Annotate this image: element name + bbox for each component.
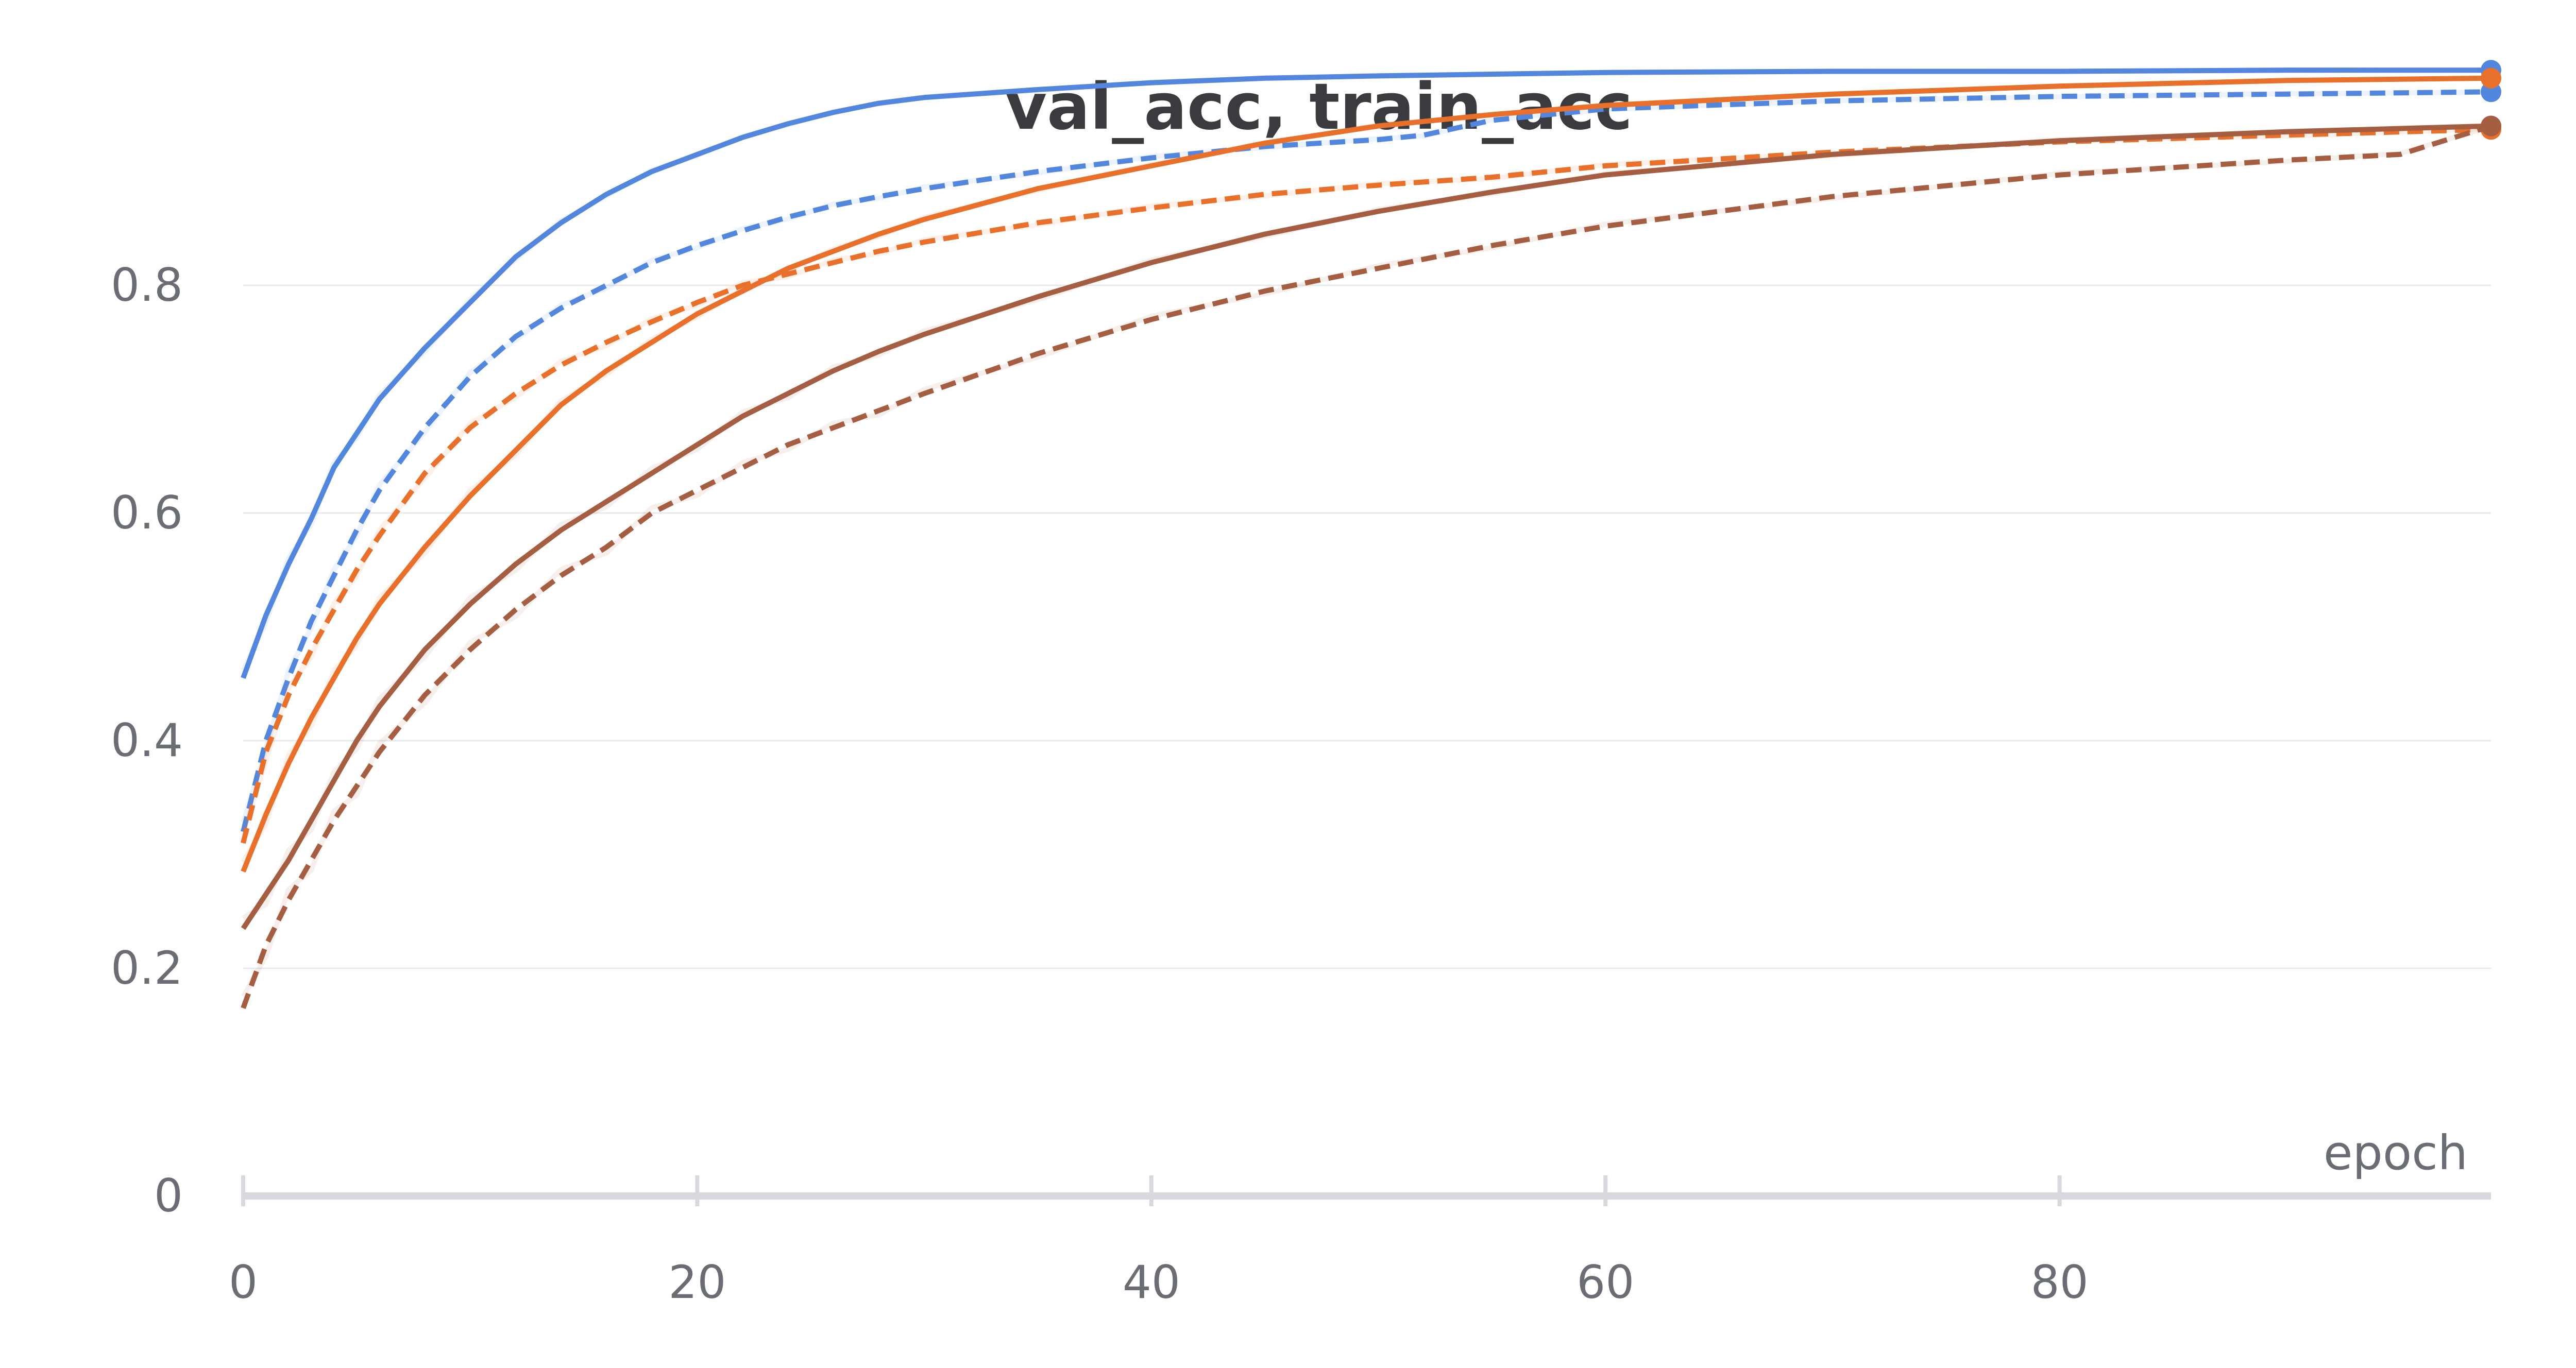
x-tick-label: 0 — [229, 1256, 258, 1309]
series-0-raw-line — [241, 67, 2492, 672]
series-2-raw-line — [241, 75, 2492, 863]
y-tick-label: 0.2 — [111, 942, 183, 995]
grid-lines — [243, 284, 2491, 969]
series-5-line — [241, 123, 2492, 1010]
y-tick-label: 0.8 — [111, 259, 183, 312]
series-4-line — [241, 123, 2492, 930]
series-0-line — [241, 67, 2491, 679]
x-tick-label: 40 — [1123, 1256, 1180, 1309]
x-axis-label: epoch — [2324, 1125, 2468, 1181]
y-tick-label: 0 — [154, 1169, 183, 1222]
series-2-end-point[interactable] — [2481, 67, 2501, 89]
x-tick-label: 60 — [1577, 1256, 1634, 1309]
series-3-line — [241, 127, 2492, 844]
y-tick-label: 0.4 — [111, 714, 183, 767]
series-4-raw-line — [242, 123, 2492, 920]
x-axis: 0 20 40 60 80 — [229, 1175, 2491, 1309]
series-2-line — [241, 75, 2492, 873]
series-1-raw-line — [241, 90, 2492, 824]
y-axis-ticks: 0 0.2 0.4 0.6 0.8 — [111, 259, 183, 1222]
y-tick-label: 0.6 — [111, 486, 183, 539]
x-tick-label: 80 — [2031, 1256, 2089, 1309]
plot-area — [241, 60, 2501, 1010]
x-tick-label: 20 — [668, 1256, 726, 1309]
chart-title: val_acc, train_acc — [1005, 70, 1633, 144]
series-1-line — [241, 89, 2492, 833]
series-3-raw-line — [241, 126, 2492, 835]
series-5-end-point[interactable] — [2481, 115, 2501, 136]
